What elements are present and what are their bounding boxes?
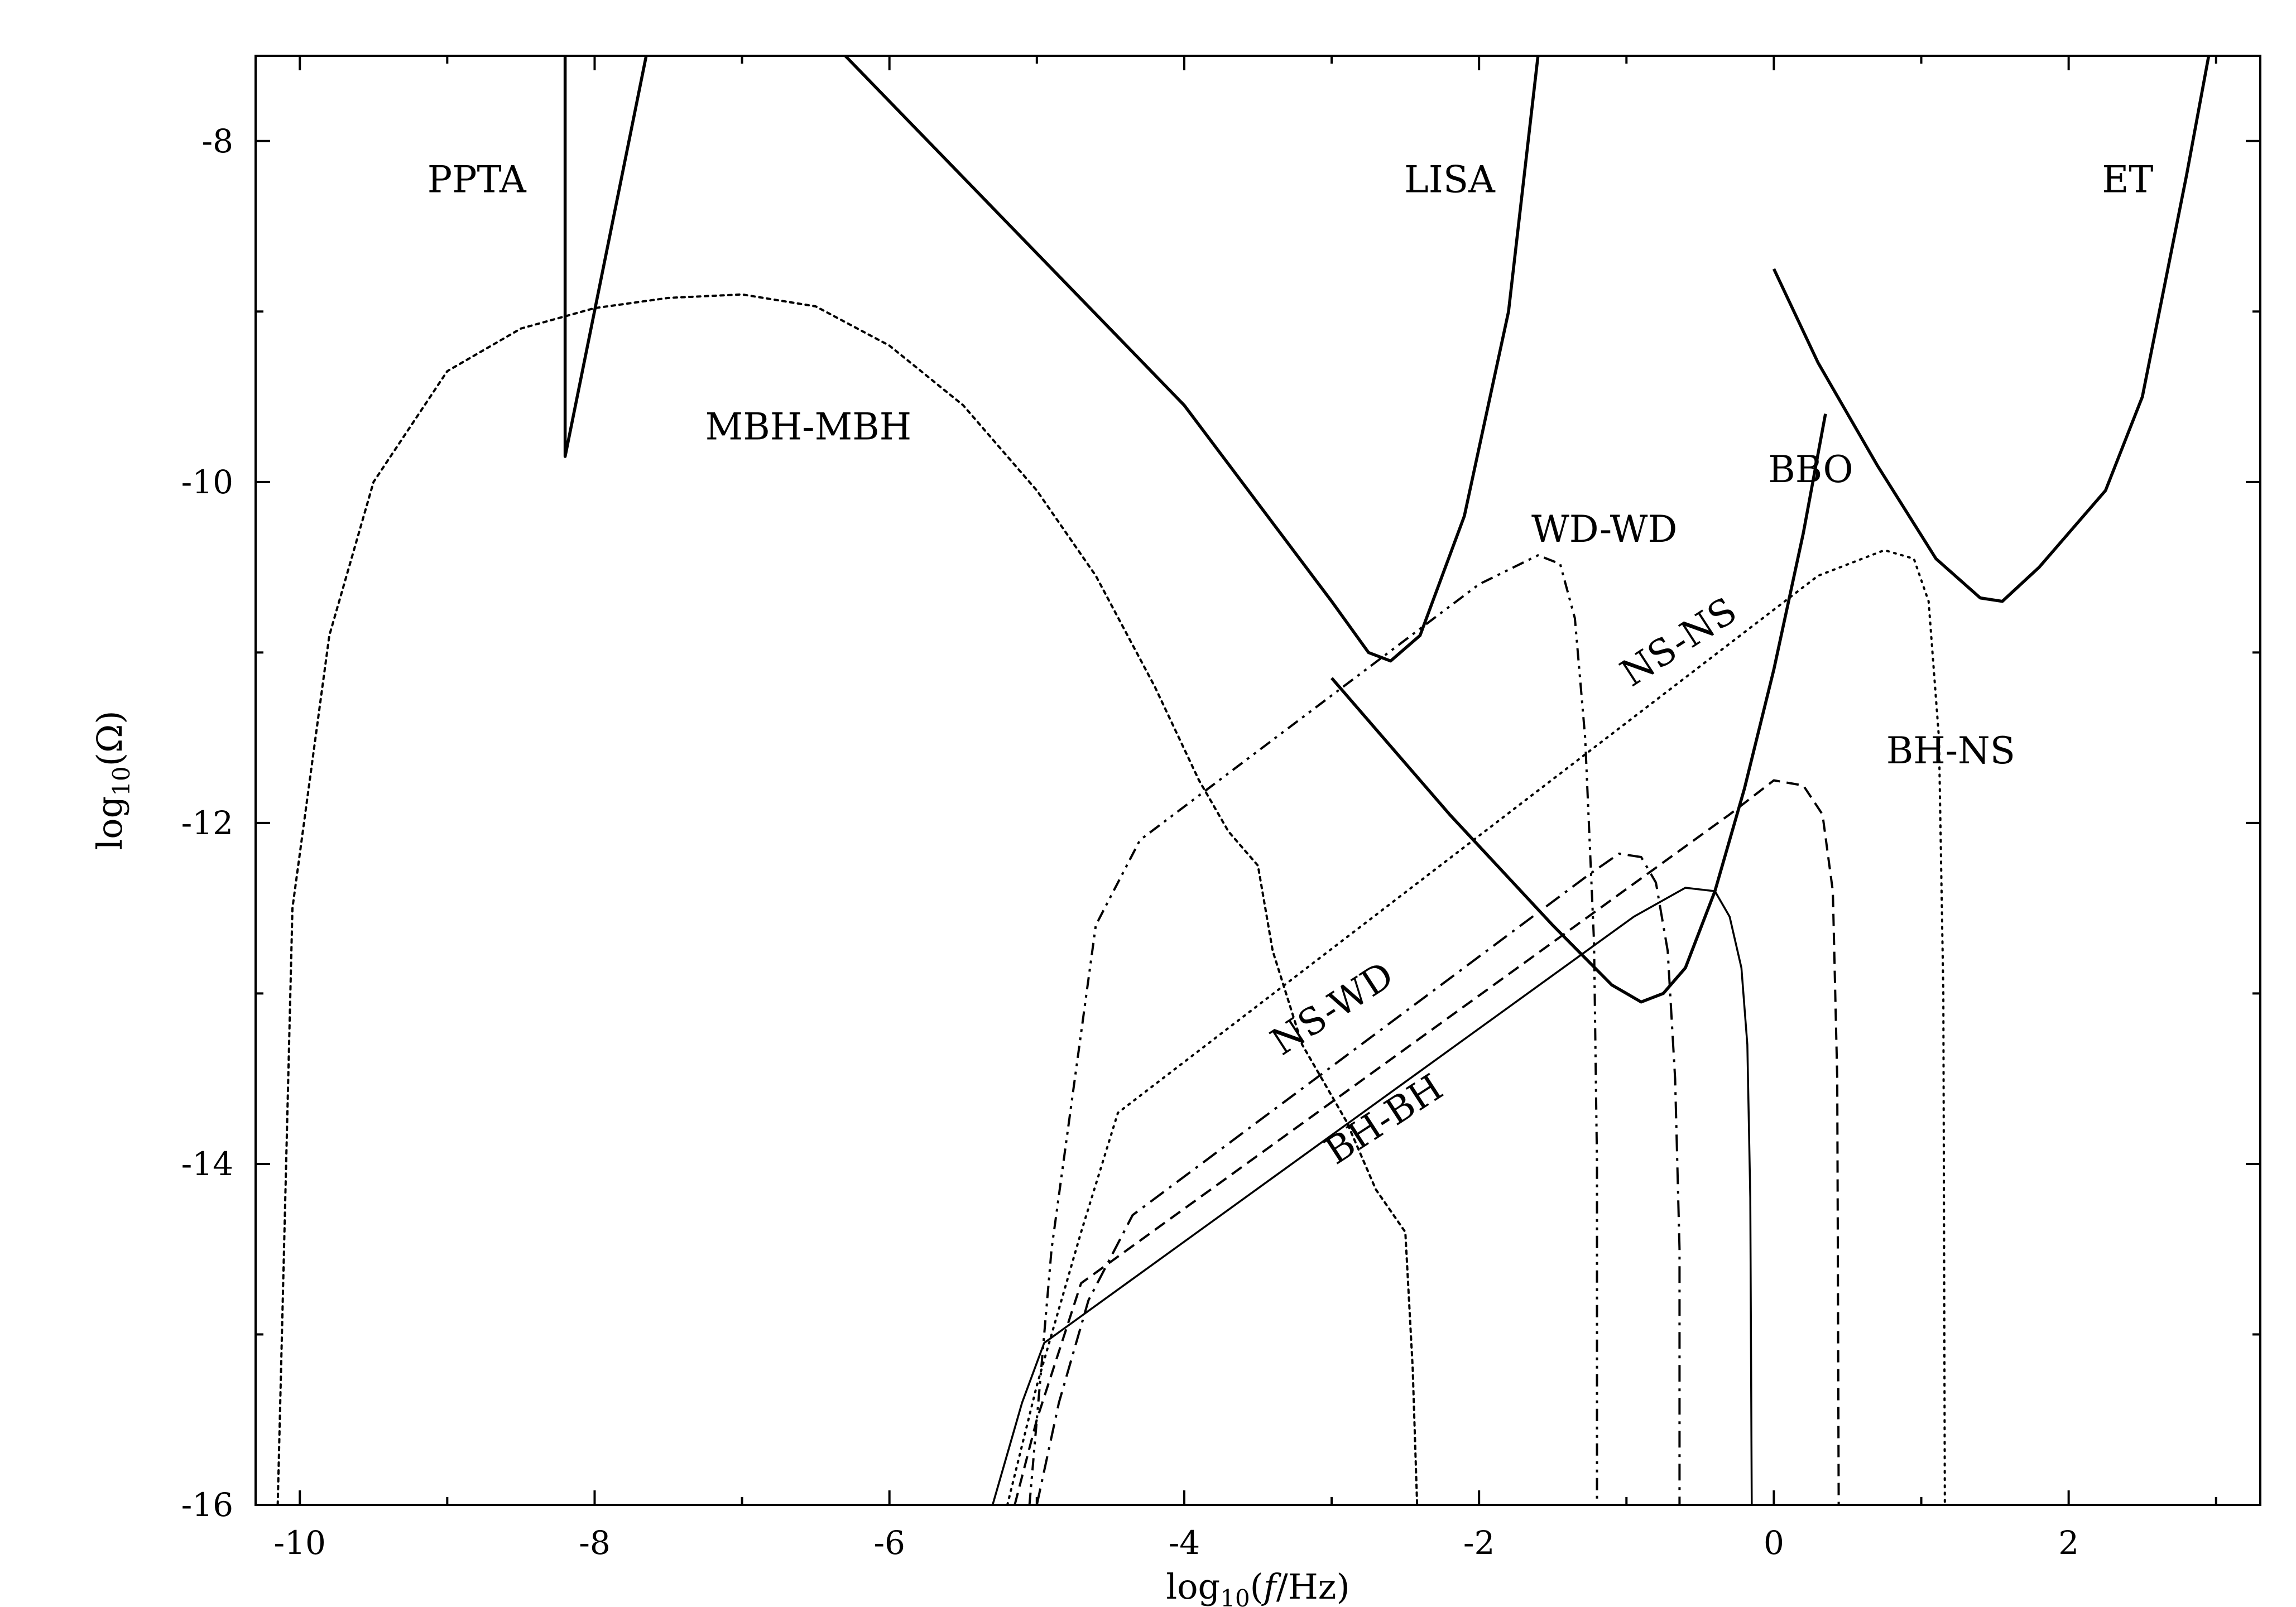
x-tick-label: 2 [2058, 1524, 2079, 1562]
label-bh-ns: BH-NS [1886, 729, 2015, 772]
series-wd-wd [1028, 554, 1598, 1505]
x-axis-title: log10(f/Hz) [1166, 1566, 1349, 1607]
series-group [276, 55, 2211, 1506]
label-et: ET [2102, 158, 2153, 201]
series-ppta [563, 55, 648, 458]
series-bh-bh [991, 887, 1753, 1505]
x-tick-label: -8 [579, 1524, 611, 1562]
x-tick-label: -6 [873, 1524, 905, 1562]
y-tick-label: -16 [181, 1486, 233, 1524]
label-lisa: LISA [1404, 158, 1496, 201]
label-wd-wd: WD-WD [1531, 508, 1677, 551]
series-lisa [844, 55, 1540, 663]
axis-ticks: -10 -8 -6 -4 -2 0 2 -8 -10 -12 -14 -16 [181, 56, 2260, 1562]
series-ns-wd [1035, 852, 1681, 1505]
y-tick-label: -8 [202, 122, 234, 160]
series-bbo [1330, 413, 1827, 1004]
y-axis-title: log10(Ω) [89, 710, 135, 850]
series-mbh-mbh [276, 293, 1419, 1506]
y-tick-label: -12 [181, 804, 233, 842]
y-tick-label: -14 [181, 1145, 233, 1183]
label-mbh-mbh: MBH-MBH [705, 405, 912, 448]
plot-frame [254, 55, 2261, 1506]
series-et [1772, 55, 2211, 603]
label-bbo: BBO [1768, 448, 1853, 491]
series-bh-ns [1013, 779, 1840, 1505]
label-ppta: PPTA [428, 158, 527, 201]
x-tick-label: -4 [1169, 1524, 1200, 1562]
x-tick-label: -10 [274, 1524, 326, 1562]
x-tick-label: 0 [1764, 1524, 1784, 1562]
y-tick-label: -10 [181, 463, 233, 501]
x-tick-label: -2 [1463, 1524, 1495, 1562]
